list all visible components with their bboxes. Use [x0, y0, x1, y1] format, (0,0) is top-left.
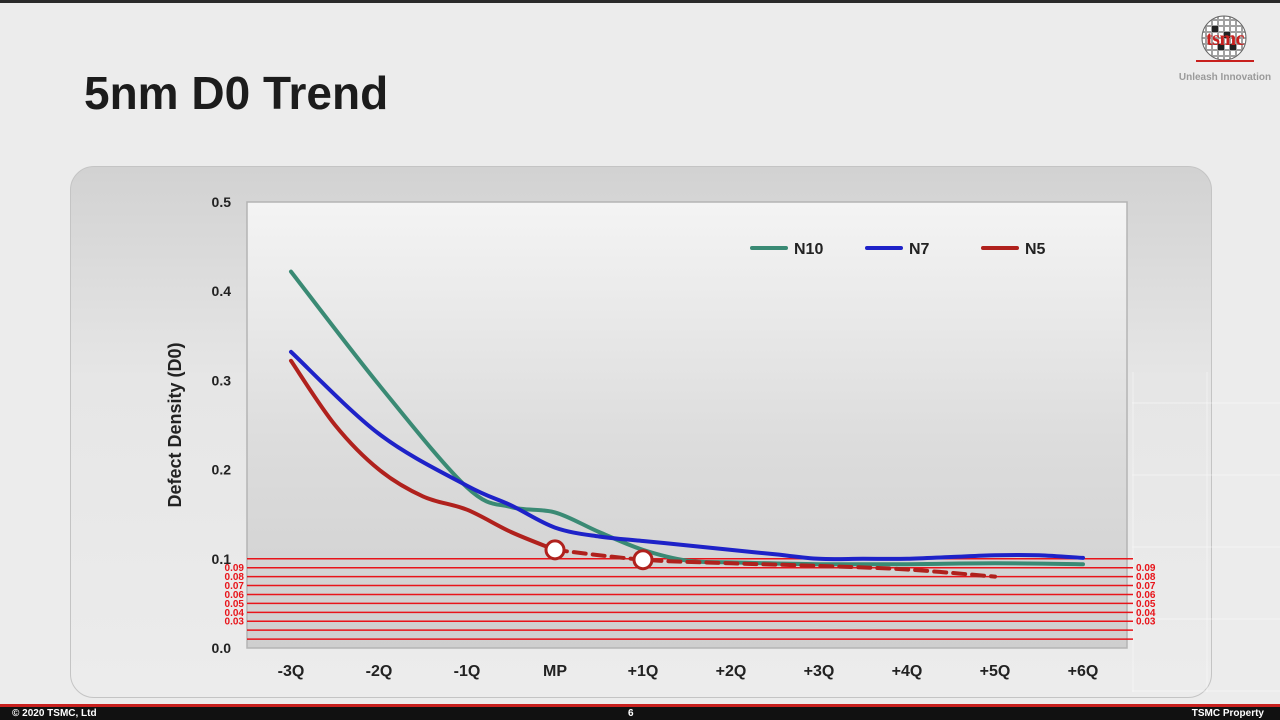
y-axis-label: Defect Density (D0) [165, 342, 185, 507]
x-tick-label: +3Q [804, 663, 835, 680]
threshold-label-right: 0.07 [1136, 581, 1156, 592]
threshold-label-left: 0.04 [225, 608, 245, 619]
footer-page-number: 6 [628, 708, 634, 719]
threshold-label-left: 0.05 [225, 599, 245, 610]
series-marker-n5 [632, 549, 654, 571]
threshold-label-right: 0.09 [1136, 563, 1156, 574]
x-tick-label: -2Q [366, 663, 393, 680]
threshold-label-left: 0.09 [225, 563, 245, 574]
threshold-label-left: 0.03 [225, 617, 245, 628]
threshold-label-left: 0.06 [225, 590, 245, 601]
threshold-label-right: 0.04 [1136, 608, 1156, 619]
footer-rule [0, 704, 1280, 707]
logo-tagline: Unleash Innovation [1178, 72, 1272, 83]
legend-label-n10: N10 [794, 241, 823, 258]
y-tick-label: 0.2 [212, 462, 232, 478]
background-decoration [1132, 372, 1280, 692]
footer-copyright: © 2020 TSMC, Ltd [12, 708, 97, 719]
threshold-label-right: 0.05 [1136, 599, 1156, 610]
x-tick-label: +6Q [1068, 663, 1099, 680]
logo-wordmark: tsmc [1206, 28, 1244, 50]
footer: © 2020 TSMC, Ltd 6 TSMC Property [0, 707, 1280, 720]
plot-area [246, 201, 1128, 649]
x-tick-label: -1Q [454, 663, 481, 680]
series-line-n5 [289, 358, 557, 552]
threshold-label-left: 0.08 [225, 572, 245, 583]
series-lines [289, 269, 1085, 579]
x-tick-label: MP [543, 663, 567, 680]
y-tick-label: 0.1 [212, 551, 232, 567]
footer-property: TSMC Property [1191, 708, 1264, 719]
y-tick-label: 0.4 [212, 283, 232, 299]
series-line-n7 [289, 349, 1085, 562]
legend-label-n7: N7 [909, 241, 930, 258]
legend: N10 N7 N5 [750, 241, 1046, 258]
x-tick-label: +5Q [980, 663, 1011, 680]
tsmc-logo: tsmc Unleash Innovation [1172, 12, 1278, 90]
threshold-label-right: 0.08 [1136, 572, 1156, 583]
series-marker-n5 [544, 539, 566, 561]
threshold-label-right: 0.03 [1136, 617, 1156, 628]
y-tick-label: 0.3 [212, 372, 232, 388]
legend-label-n5: N5 [1025, 241, 1046, 258]
top-rule [0, 0, 1280, 3]
axes: 0.0 0.1 0.2 0.3 0.4 0.5 -3Q -2Q -1Q MP +1Q +2Q +3Q +4… [165, 194, 1098, 680]
threshold-lines: 0.09 0.090.08 0.080.07 0.070.06 0.060.05 0.05… [225, 558, 1156, 640]
threshold-label-right: 0.06 [1136, 590, 1156, 601]
x-tick-label: +1Q [628, 663, 659, 680]
x-tick-label: +2Q [716, 663, 747, 680]
slide-title: 5nm D0 Trend [84, 67, 389, 119]
y-tick-label: 0.5 [212, 194, 232, 210]
threshold-label-left: 0.07 [225, 581, 245, 592]
x-tick-label: +4Q [892, 663, 923, 680]
x-tick-label: -3Q [278, 663, 305, 680]
y-tick-label: 0.0 [212, 640, 232, 656]
logo-underline [1196, 60, 1254, 62]
